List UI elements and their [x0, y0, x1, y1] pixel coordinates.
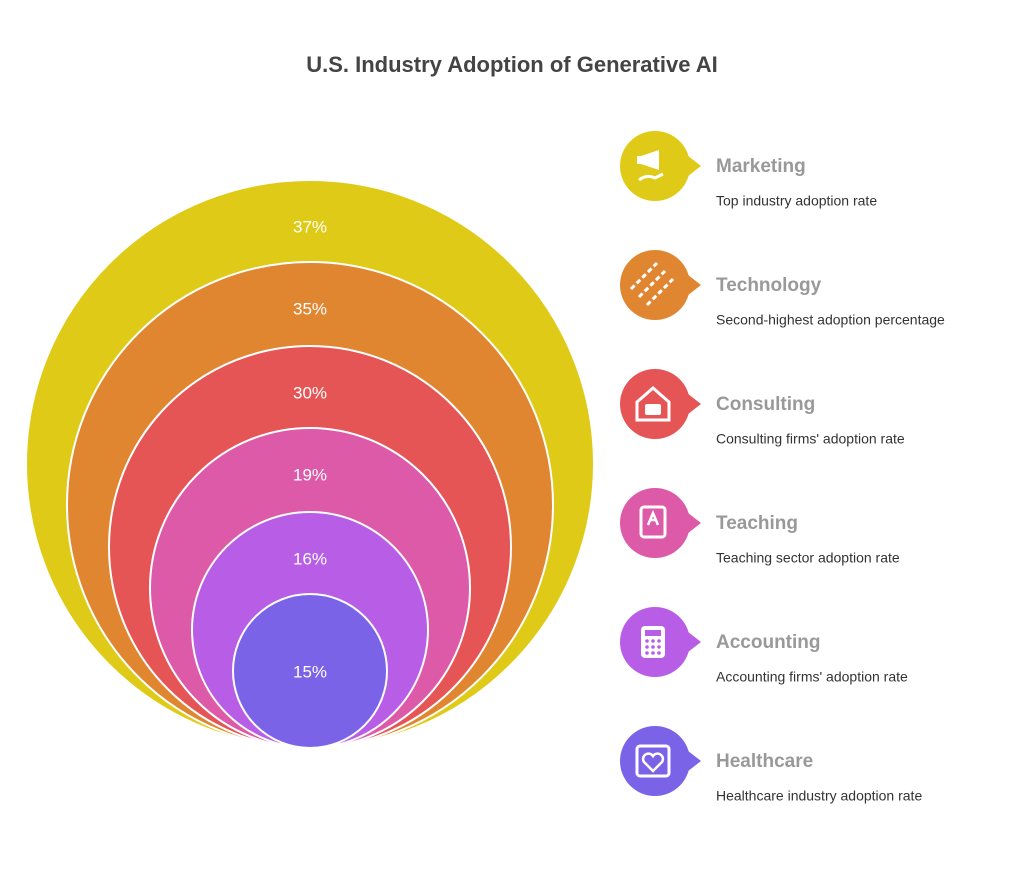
icon [641, 752, 665, 773]
nested-circle [232, 593, 388, 749]
percent-label: 37% [293, 217, 327, 236]
item-name: Marketing [716, 156, 806, 177]
icon [657, 651, 661, 655]
icon-circle [620, 250, 690, 320]
percent-label: 30% [293, 383, 327, 402]
icon [639, 505, 667, 539]
icon-glyph [629, 261, 675, 307]
percent-label: 15% [293, 662, 327, 681]
item-description: Teaching sector adoption rate [716, 550, 900, 566]
item-name: Consulting [716, 394, 815, 415]
icon [657, 645, 661, 649]
icon [651, 639, 655, 643]
icon-glyph [635, 386, 671, 422]
item-description: Healthcare industry adoption rate [716, 788, 922, 804]
icon [645, 651, 649, 655]
icon [635, 386, 671, 422]
icon [635, 744, 671, 778]
icon [637, 269, 667, 299]
percent-label: 16% [293, 549, 327, 568]
title: U.S. Industry Adoption of Generative AI [306, 52, 718, 77]
icon [638, 172, 664, 182]
icon-glyph [635, 744, 671, 778]
icon-glyph [641, 626, 665, 658]
icon-glyph [639, 505, 667, 539]
icon [646, 509, 660, 526]
icon [651, 651, 655, 655]
icon [645, 645, 649, 649]
icon [637, 150, 659, 170]
icon-glyph [637, 150, 664, 182]
icon [645, 630, 661, 636]
item-description: Top industry adoption rate [716, 193, 877, 209]
percent-label: 19% [293, 465, 327, 484]
item-name: Accounting [716, 632, 821, 653]
item-description: Consulting firms' adoption rate [716, 431, 905, 447]
item-name: Teaching [716, 513, 798, 534]
icon [645, 639, 649, 643]
icon [629, 261, 659, 291]
item-name: Healthcare [716, 751, 813, 772]
icon [645, 404, 661, 415]
icon [645, 277, 675, 307]
item-description: Second-highest adoption percentage [716, 312, 945, 328]
icon [651, 645, 655, 649]
item-name: Technology [716, 275, 822, 296]
icon-circle [620, 726, 690, 796]
icon-circle [620, 488, 690, 558]
percent-label: 35% [293, 299, 327, 318]
item-description: Accounting firms' adoption rate [716, 669, 908, 685]
icon [657, 639, 661, 643]
